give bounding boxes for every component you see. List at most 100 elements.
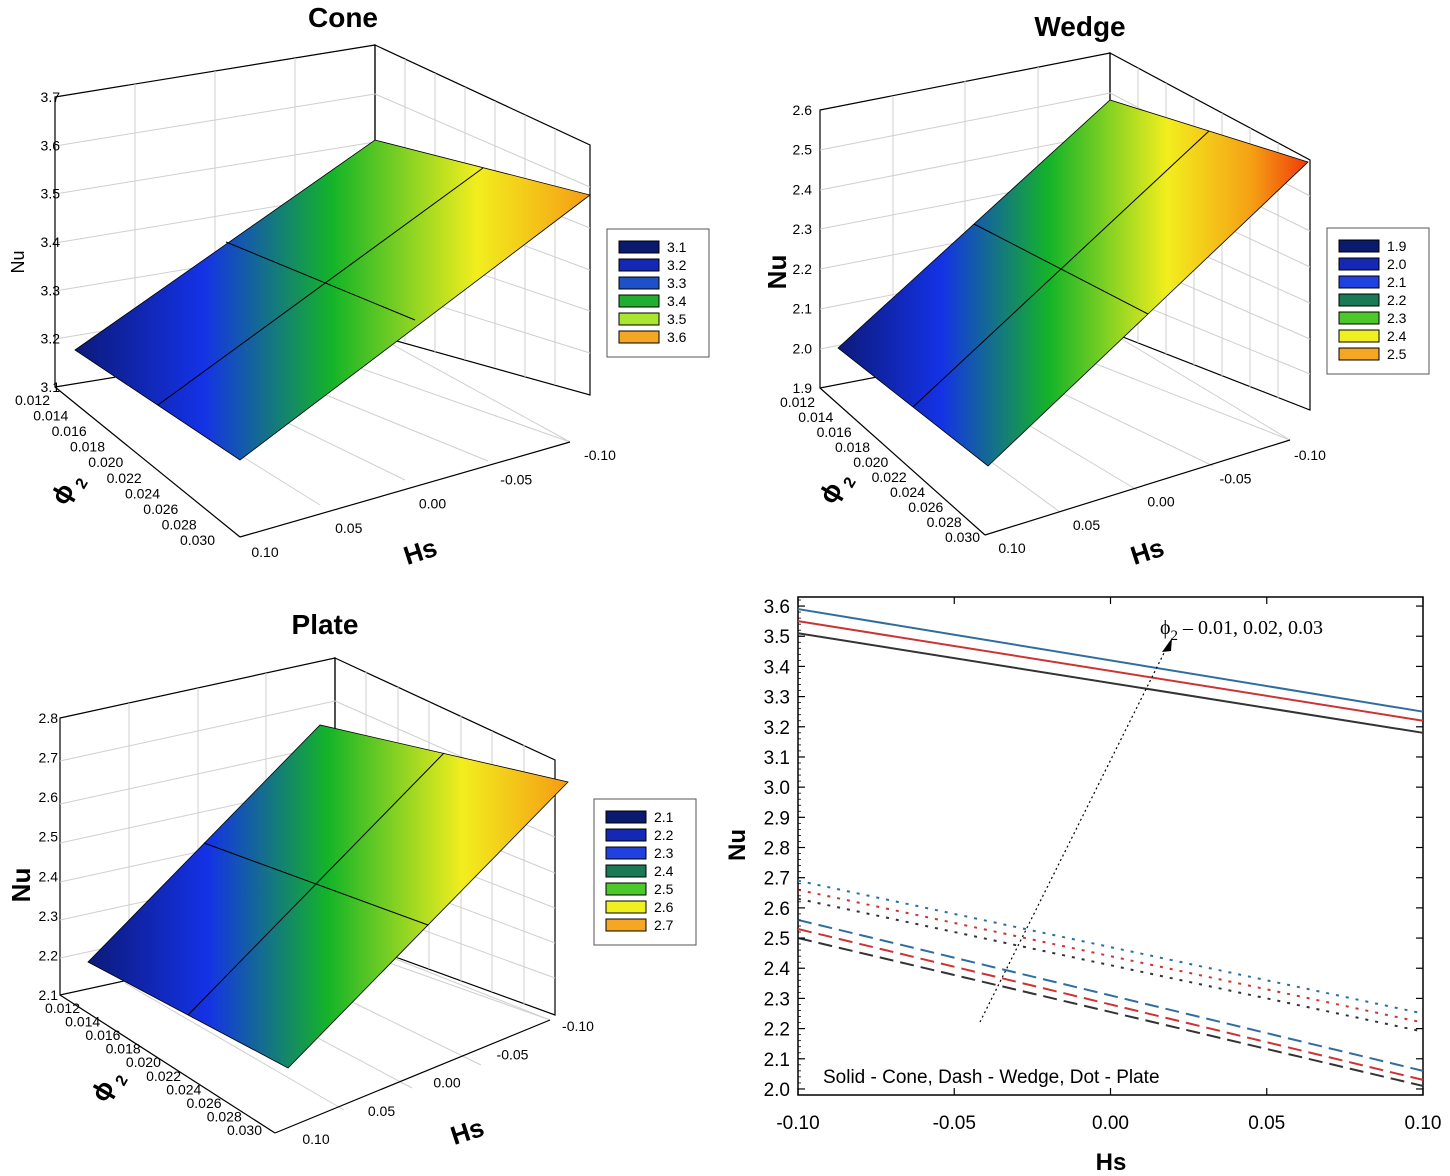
- phi-tick-label: 0.030: [180, 532, 215, 548]
- legend-swatch: [1338, 239, 1380, 253]
- legend-label: 2.3: [1387, 310, 1407, 326]
- phi-tick-label: 0.024: [166, 1081, 201, 1097]
- y-tick-label: 3.5: [764, 627, 790, 648]
- legend-swatch: [618, 258, 660, 272]
- z-tick-label: 2.2: [793, 261, 813, 277]
- legend-label: 2.5: [1387, 346, 1407, 362]
- line-style-note: Solid - Cone, Dash - Wedge, Dot - Plate: [823, 1067, 1160, 1088]
- legend-label: 2.4: [1387, 328, 1407, 344]
- hs-tick-label: -0.05: [1220, 470, 1252, 486]
- cone-z-label: Nu: [8, 250, 28, 273]
- series-line: [797, 888, 1424, 1024]
- legend-label: 3.3: [667, 275, 687, 291]
- legend-swatch: [618, 312, 660, 326]
- legend-label: 2.1: [654, 809, 674, 825]
- plate-z-label: Nu: [6, 868, 36, 903]
- z-tick-label: 2.0: [793, 340, 813, 356]
- series-line: [797, 937, 1424, 1087]
- z-tick-label: 3.3: [41, 282, 61, 298]
- y-tick-label: 2.9: [764, 808, 790, 829]
- phi-tick-label: 0.016: [85, 1027, 120, 1043]
- y-tick-label: 3.2: [764, 718, 790, 739]
- z-tick-label: 3.2: [41, 331, 61, 347]
- line-series-group: [797, 608, 1424, 1087]
- hs-tick-label: -0.10: [584, 447, 616, 463]
- line-x-label: Hs: [1096, 1149, 1127, 1176]
- phi-tick-label: 0.022: [107, 470, 142, 486]
- legend-label: 2.1: [1387, 274, 1407, 290]
- phi-tick-label: 0.022: [872, 469, 907, 485]
- legend-label: 2.5: [654, 881, 674, 897]
- wedge-surface: [837, 99, 1309, 467]
- wedge-phi-label: ϕ 2: [812, 475, 860, 509]
- svg-text:2: 2: [113, 1073, 132, 1089]
- phi-tick-label: 0.026: [187, 1095, 222, 1111]
- legend-swatch: [1338, 347, 1380, 361]
- phi-tick-label: 0.028: [927, 514, 962, 530]
- y-tick-label: 2.1: [764, 1050, 790, 1071]
- cone-phi-label: ϕ 2: [44, 476, 92, 510]
- legend-label: 2.0: [1387, 256, 1407, 272]
- z-tick-label: 2.8: [39, 710, 59, 726]
- plate-hs-label: Hs: [447, 1112, 488, 1151]
- phi-tick-label: 0.012: [45, 1000, 80, 1016]
- phi-tick-label: 0.022: [146, 1068, 181, 1084]
- z-tick-label: 2.5: [39, 829, 59, 845]
- hs-tick-label: -0.05: [500, 471, 532, 487]
- phi-tick-label: 0.014: [798, 409, 833, 425]
- phi-tick-label: 0.030: [227, 1122, 262, 1138]
- legend-swatch: [1338, 293, 1380, 307]
- svg-text:ϕ2 – 0.01, 0.02, 0.03: ϕ2 – 0.01, 0.02, 0.03: [1160, 617, 1323, 644]
- y-tick-label: 3.1: [764, 748, 790, 769]
- z-tick-label: 2.1: [793, 301, 813, 317]
- hs-tick-label: 0.05: [368, 1103, 395, 1119]
- hs-tick-label: 0.10: [302, 1131, 329, 1147]
- y-tick-label: 2.0: [764, 1080, 790, 1101]
- x-tick-label: -0.05: [933, 1113, 976, 1134]
- hs-tick-label: 0.10: [998, 540, 1025, 556]
- z-tick-label: 2.3: [39, 908, 59, 924]
- phi-tick-label: 0.028: [162, 516, 197, 532]
- plate-title: Plate: [292, 609, 359, 640]
- phi-arrow-head: [1162, 638, 1172, 652]
- series-line: [797, 620, 1424, 722]
- z-tick-label: 3.7: [41, 89, 61, 105]
- phi-tick-label: 0.020: [126, 1054, 161, 1070]
- phi-tick-label: 0.028: [207, 1108, 242, 1124]
- hs-tick-label: -0.10: [1294, 447, 1326, 463]
- z-tick-label: 2.6: [793, 102, 813, 118]
- phi-tick-label: 0.018: [70, 439, 105, 455]
- legend-label: 3.1: [667, 239, 687, 255]
- legend-swatch: [618, 240, 660, 254]
- phi-tick-label: 0.014: [65, 1014, 100, 1030]
- phi-tick-label: 0.016: [817, 424, 852, 440]
- z-tick-label: 2.4: [39, 868, 59, 884]
- svg-text:2: 2: [841, 475, 860, 491]
- legend-label: 1.9: [1387, 238, 1407, 254]
- phi-tick-label: 0.016: [52, 423, 87, 439]
- legend-swatch: [605, 828, 647, 842]
- legend-swatch: [605, 918, 647, 932]
- legend-label: 3.2: [667, 257, 687, 273]
- y-tick-label: 2.7: [764, 869, 790, 890]
- series-line: [797, 928, 1424, 1081]
- x-tick-label: 0.10: [1405, 1113, 1442, 1134]
- y-tick-label: 2.2: [764, 1020, 790, 1041]
- legend-swatch: [1338, 275, 1380, 289]
- legend-swatch: [605, 810, 647, 824]
- cone-hs-label: Hs: [400, 532, 441, 571]
- legend-label: 2.6: [654, 899, 674, 915]
- z-tick-label: 3.1: [41, 379, 61, 395]
- z-tick-label: 2.7: [39, 750, 59, 766]
- x-tick-label: -0.10: [776, 1113, 819, 1134]
- series-line: [797, 879, 1424, 1015]
- legend-swatch: [605, 882, 647, 896]
- y-tick-label: 2.4: [764, 959, 791, 980]
- legend-label: 2.3: [654, 845, 674, 861]
- z-tick-label: 2.5: [793, 142, 813, 158]
- y-tick-label: 2.8: [764, 839, 790, 860]
- hs-tick-label: 0.10: [251, 544, 278, 560]
- plate-phi-label: ϕ 2: [84, 1073, 132, 1107]
- plate-surface-panel: Plate 2.1 2.2 2.3 2.4 2.5 2.6 2.7 2.8 0.0120.014…: [6, 609, 697, 1151]
